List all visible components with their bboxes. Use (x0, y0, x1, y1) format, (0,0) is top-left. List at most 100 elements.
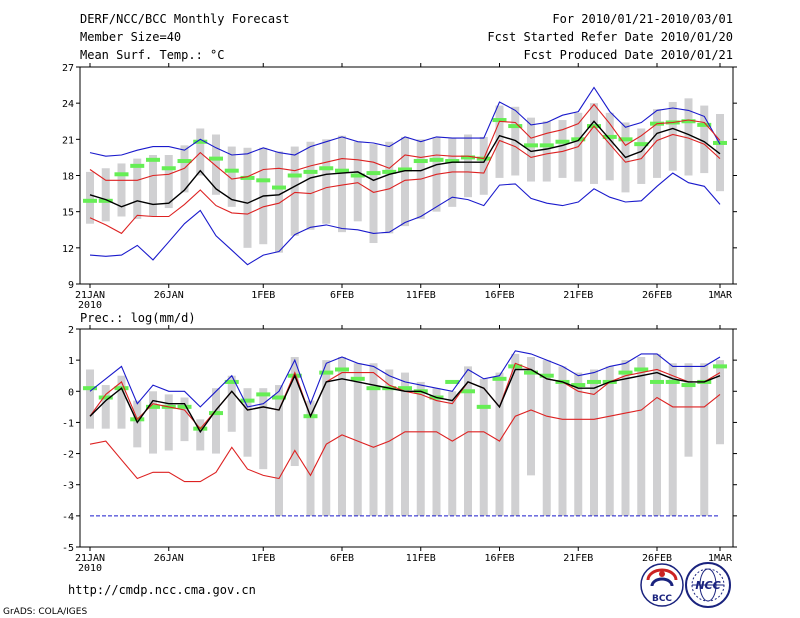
ensemble-box (590, 369, 598, 516)
member-marker (83, 386, 97, 391)
y-tick-label: 2 (68, 325, 74, 336)
member-marker (524, 370, 538, 375)
member-marker (587, 379, 601, 384)
member-marker (319, 370, 334, 375)
ensemble-box (558, 120, 567, 178)
member-size: Member Size=40 (80, 30, 181, 44)
ensemble-box (275, 151, 283, 253)
member-marker (618, 137, 633, 142)
member-marker (681, 383, 696, 388)
ensemble-box (101, 385, 110, 429)
member-marker (476, 404, 491, 409)
y-tick-label: 9 (68, 280, 74, 291)
ensemble-box (338, 357, 346, 516)
member-marker (634, 367, 649, 372)
x-tick-label: 1MAR (708, 553, 733, 564)
series-max-line (89, 350, 721, 408)
series-lower-line (89, 125, 721, 235)
member-marker (413, 159, 428, 164)
member-marker (713, 364, 727, 369)
x-tick-label: 26JAN (154, 290, 184, 301)
member-marker (398, 386, 412, 391)
x-tick-label: 21JAN (75, 553, 105, 564)
ensemble-box (101, 168, 110, 222)
x-tick-label: 21JAN (75, 290, 105, 301)
member-marker (303, 169, 318, 174)
ensemble-box (574, 372, 583, 516)
forecast-period: For 2010/01/21-2010/03/01 (552, 12, 733, 26)
x-tick-label: 16FEB (484, 290, 514, 301)
member-marker (492, 376, 507, 381)
ensemble-box (369, 363, 378, 516)
ensemble-box (448, 138, 457, 207)
precipitation-panel: -5 -4 -3 -2 -1 0 1 2 21JAN 26JAN 1FEB 6FEB 11FEB 16FE… (62, 325, 737, 574)
member-marker (697, 122, 712, 127)
y-tick-label: 15 (62, 208, 74, 219)
x-tick-label: 11FEB (406, 553, 436, 564)
member-marker (193, 139, 208, 144)
member-marker (224, 379, 239, 384)
ensemble-box (322, 139, 331, 224)
member-marker (350, 376, 365, 381)
member-marker (161, 166, 176, 171)
series-upper-line (89, 103, 721, 181)
ensemble-box (212, 134, 220, 195)
ensemble-box (716, 114, 724, 192)
x-tick-label: 11FEB (406, 290, 436, 301)
member-marker (461, 389, 475, 394)
ensemble-box (448, 391, 457, 516)
footer-url[interactable]: http://cmdp.ncc.cma.gov.cn (68, 583, 256, 597)
member-marker (83, 198, 97, 203)
member-marker (665, 379, 680, 384)
x-tick-label: 26JAN (154, 553, 184, 564)
member-marker (539, 143, 554, 148)
ensemble-box (668, 101, 677, 171)
y-tick-label: -2 (62, 450, 74, 461)
fcst-produced-date: Fcst Produced Date 2010/01/21 (523, 48, 733, 62)
ensemble-box (558, 366, 567, 516)
member-marker (366, 386, 381, 391)
member-marker (146, 404, 160, 409)
ensemble-box (290, 357, 299, 467)
member-marker (445, 379, 460, 384)
x-tick-label: 21FEB (563, 553, 593, 564)
series-mean-line (89, 368, 721, 434)
member-marker (555, 139, 570, 144)
member-marker (492, 118, 507, 123)
series-max-line (89, 86, 721, 157)
x-tick-label: 16FEB (484, 553, 514, 564)
ncc-logo-text: NCC (695, 579, 720, 592)
member-marker (272, 395, 286, 400)
x-tick-label: 26FEB (642, 290, 672, 301)
ensemble-box (86, 369, 94, 429)
ensemble-box (149, 391, 157, 454)
variable-label: Mean Surf. Temp.: °C (80, 48, 225, 62)
ensemble-box (637, 128, 646, 184)
ensemble-box (275, 385, 283, 516)
ensemble-box (322, 360, 331, 516)
ensemble-box (637, 357, 646, 516)
y-tick-label: 18 (62, 172, 74, 183)
x-tick-label: 6FEB (330, 553, 354, 564)
ensemble-box (495, 372, 504, 516)
precip-panel-title: Prec.: log(mm/d) (80, 311, 196, 325)
member-marker (114, 172, 129, 177)
member-marker (429, 157, 444, 162)
member-marker (256, 392, 271, 397)
y-tick-label: -1 (62, 418, 74, 429)
fcst-started-date: Fcst Started Refer Date 2010/01/20 (487, 30, 733, 44)
ensemble-box (684, 98, 693, 176)
chart-title: DERF/NCC/BCC Monthly Forecast (80, 12, 290, 26)
ensemble-box (227, 146, 236, 207)
ensemble-box (542, 121, 551, 182)
y-tick-label: 27 (62, 63, 74, 74)
ensemble-box (353, 141, 362, 222)
ensemble-box (527, 117, 535, 182)
x-tick-label: 6FEB (330, 290, 354, 301)
ensemble-box (401, 136, 409, 227)
member-marker (650, 379, 664, 384)
member-marker (272, 185, 286, 190)
x-year-label: 2010 (78, 300, 102, 311)
member-marker (508, 364, 523, 369)
